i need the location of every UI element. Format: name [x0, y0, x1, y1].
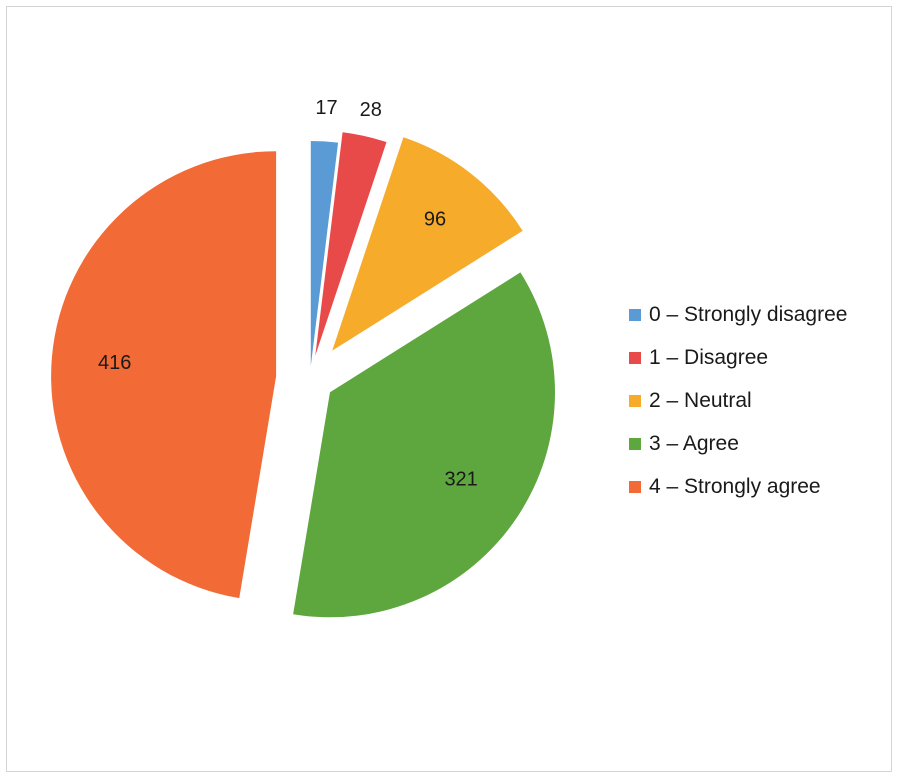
legend-label-strongly-disagree: 0 – Strongly disagree — [649, 302, 848, 326]
pie-slice-neutral — [332, 137, 523, 351]
legend-swatch-strongly-disagree — [629, 308, 641, 321]
legend-swatch-disagree — [629, 351, 641, 364]
legend-label-disagree: 1 – Disagree — [649, 345, 769, 369]
pie-slice-strongly-disagree — [310, 141, 339, 367]
legend-swatch-neutral — [629, 394, 641, 407]
legend-label-neutral: 2 – Neutral — [649, 388, 752, 412]
pie-slice-agree — [293, 272, 555, 618]
legend-item-disagree: 1 – Disagree — [629, 336, 899, 379]
legend-swatch-agree — [629, 437, 641, 450]
legend-label-agree: 3 – Agree — [649, 431, 739, 455]
pie-slice-strongly-agree — [51, 151, 277, 599]
legend-item-strongly-agree: 4 – Strongly agree — [629, 465, 899, 508]
pie-slice-disagree — [315, 132, 387, 356]
legend: 0 – Strongly disagree 1 – Disagree 2 – N… — [629, 293, 899, 508]
data-label-strongly-agree: 416 — [98, 352, 131, 374]
chart-frame: 17 28 96 321 416 0 – Strongly disagree 1 – D… — [6, 6, 892, 772]
data-label-disagree: 28 — [360, 99, 382, 121]
legend-swatch-strongly-agree — [629, 480, 641, 493]
legend-item-strongly-disagree: 0 – Strongly disagree — [629, 293, 899, 336]
data-label-agree: 321 — [444, 468, 477, 490]
legend-label-strongly-agree: 4 – Strongly agree — [649, 474, 821, 498]
legend-item-agree: 3 – Agree — [629, 422, 899, 465]
legend-item-neutral: 2 – Neutral — [629, 379, 899, 422]
data-label-strongly-disagree: 17 — [315, 97, 337, 119]
pie-chart: 17 28 96 321 416 — [51, 97, 555, 618]
data-label-neutral: 96 — [424, 209, 446, 231]
